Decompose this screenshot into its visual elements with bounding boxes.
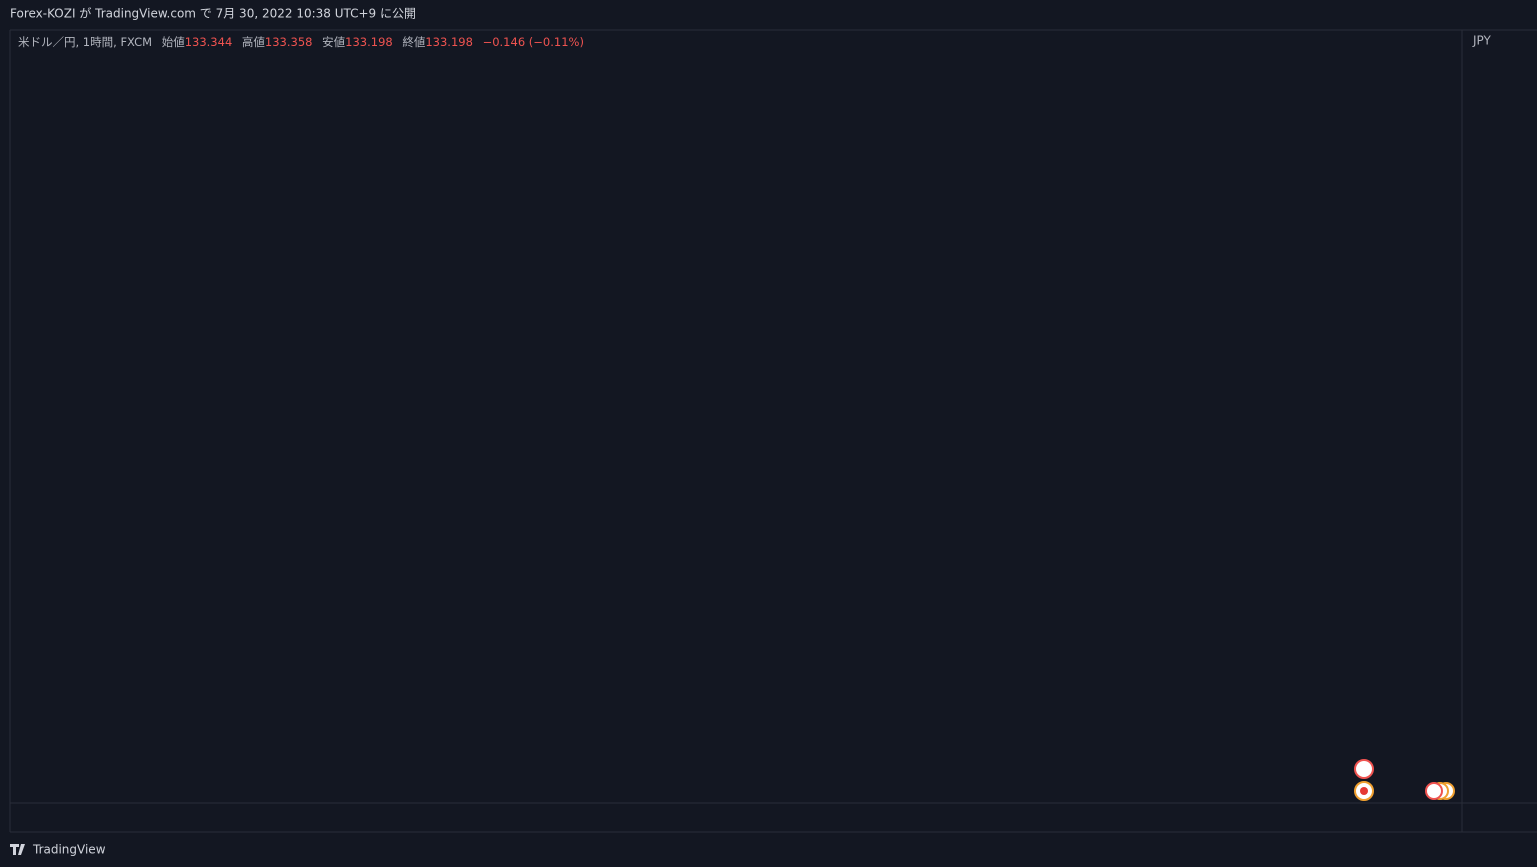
symbol: 米ドル／円, 1時間, FXCM	[18, 35, 152, 49]
us-flag-icon	[1354, 759, 1374, 779]
close-label: 終値	[402, 35, 425, 49]
low-value: 133.198	[345, 35, 393, 49]
publish-header: Forex-KOZI が TradingView.com で 7月 30, 20…	[10, 6, 416, 21]
low-label: 安値	[322, 35, 345, 49]
us-flag-icon	[1425, 782, 1443, 800]
plot-area	[10, 30, 1462, 803]
close-value: 133.198	[425, 35, 473, 49]
open-label: 始値	[162, 35, 185, 49]
high-label: 高値	[242, 35, 265, 49]
ohlc-legend: 米ドル／円, 1時間, FXCM 始値133.344 高値133.358 安値1…	[18, 35, 584, 49]
open-value: 133.344	[185, 35, 233, 49]
jp-flag-dot	[1360, 787, 1368, 795]
logo-icon	[10, 844, 25, 855]
footer-brand: TradingView	[32, 843, 106, 857]
high-value: 133.358	[265, 35, 313, 49]
event-flags	[1354, 759, 1455, 801]
footer-logo: TradingView	[10, 843, 106, 857]
currency-label: JPY	[1472, 34, 1492, 48]
change-value: −0.146 (−0.11%)	[483, 35, 584, 49]
